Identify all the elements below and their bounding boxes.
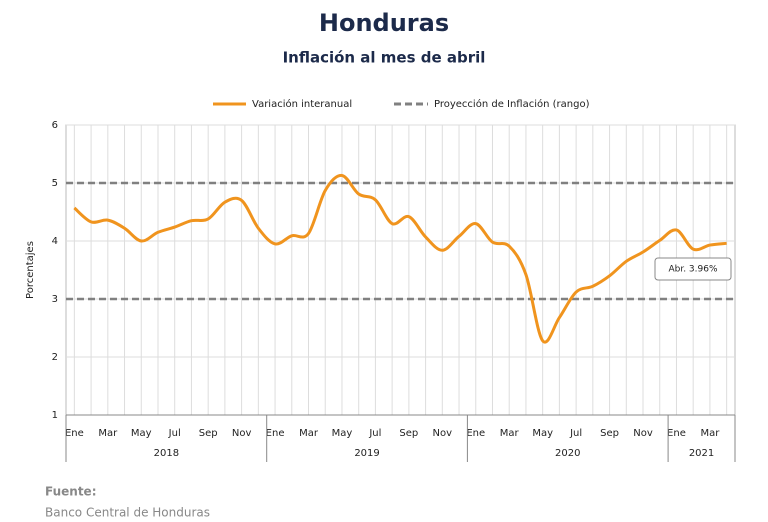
annotation: Abr. 3.96% [668, 265, 718, 275]
x-tick-label: Ene [466, 428, 485, 439]
y-axis-label: Porcentajes [25, 241, 36, 299]
x-tick-label: Jul [368, 428, 381, 439]
x-tick-label: Sep [199, 428, 218, 439]
year-label: 2019 [354, 448, 379, 459]
x-tick-label: Mar [299, 428, 319, 439]
x-tick-label: Mar [700, 428, 720, 439]
legend-label: Variación interanual [252, 98, 352, 110]
y-tick-label: 2 [52, 352, 58, 363]
x-tick-label: May [532, 428, 553, 439]
x-tick-label: Ene [65, 428, 84, 439]
plot-area [65, 124, 736, 416]
y-tick-label: 4 [52, 236, 58, 247]
y-tick-label: 5 [52, 178, 58, 189]
year-label: 2020 [555, 448, 580, 459]
year-label: 2021 [689, 448, 714, 459]
x-tick-label: Nov [433, 428, 453, 439]
y-tick-label: 1 [52, 410, 58, 421]
source-label: Fuente: [45, 485, 97, 499]
annotation-box [654, 257, 732, 281]
x-tick-label: Ene [266, 428, 285, 439]
x-tick-label: Sep [600, 428, 619, 439]
year-label: 2018 [154, 448, 179, 459]
chart-subtitle: Inflación al mes de abril [283, 49, 486, 67]
chart-title: Honduras [319, 9, 449, 37]
x-tick-label: Mar [500, 428, 520, 439]
x-tick-label: Nov [633, 428, 653, 439]
x-tick-label: Sep [399, 428, 418, 439]
x-tick-label: Jul [168, 428, 181, 439]
y-tick-label: 6 [52, 120, 58, 131]
source: Banco Central de Honduras [45, 506, 210, 520]
x-tick-label: Mar [98, 428, 118, 439]
x-tick-label: Nov [232, 428, 252, 439]
x-tick-label: Jul [569, 428, 582, 439]
x-tick-label: May [131, 428, 152, 439]
x-tick-label: May [332, 428, 353, 439]
series-line [73, 173, 727, 344]
y-tick-label: 3 [52, 294, 58, 305]
x-tick-label: Ene [667, 428, 686, 439]
legend-label: Proyección de Inflación (rango) [434, 98, 590, 110]
